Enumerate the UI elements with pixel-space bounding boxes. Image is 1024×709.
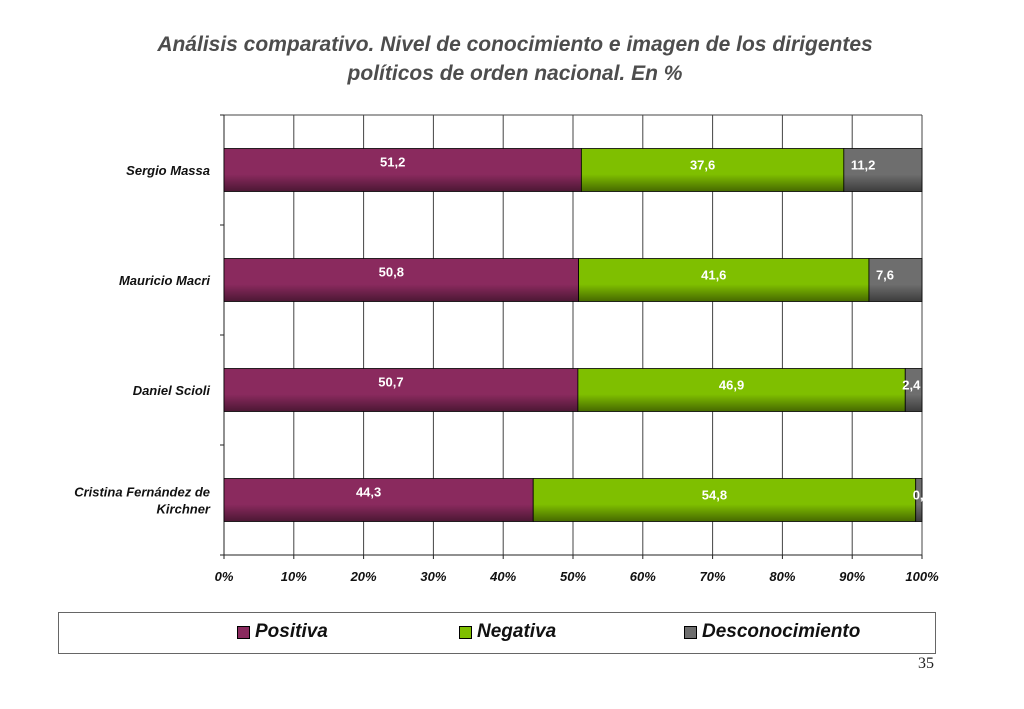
legend-label-desconocimiento: Desconocimiento	[702, 621, 861, 642]
data-label-negativa: 54,8	[702, 488, 727, 503]
data-label-negativa: 41,6	[701, 268, 726, 283]
data-label-desconocimiento: 11,2	[851, 158, 876, 173]
bar-shade-desconocimiento	[868, 258, 922, 302]
legend-swatch-desconocimiento	[684, 625, 697, 639]
legend-label-negativa: Negativa	[477, 621, 557, 642]
category-label: Daniel Scioli	[133, 383, 211, 398]
data-label-negativa: 46,9	[719, 378, 744, 393]
x-tick-label: 40%	[489, 569, 516, 584]
category-label: Sergio Massa	[126, 163, 210, 178]
bar-shade-desconocimiento	[905, 368, 922, 412]
category-label: Cristina Fernández de	[74, 485, 210, 500]
data-label-positiva: 50,8	[379, 265, 404, 280]
bar-shade-desconocimiento	[915, 478, 922, 522]
category-label: Kirchner	[157, 502, 211, 517]
x-tick-label: 30%	[420, 569, 446, 584]
x-tick-label: 60%	[630, 569, 656, 584]
x-tick-label: 10%	[281, 569, 307, 584]
x-tick-label: 20%	[350, 569, 377, 584]
data-label-positiva: 51,2	[380, 155, 405, 170]
x-tick-label: 80%	[769, 569, 795, 584]
legend-item-positiva: Positiva	[237, 621, 328, 643]
bar-shade-negativa	[577, 368, 906, 412]
category-label: Mauricio Macri	[119, 273, 210, 288]
bar-chart: 0% 10% 20% 30% 40% 50% 60% 70% 80% 90% 100% 51,2 37,…	[74, 114, 939, 584]
legend-item-negativa: Negativa	[459, 621, 556, 643]
page-number: 35	[918, 655, 934, 672]
legend-item-desconocimiento: Desconocimiento	[684, 621, 860, 643]
x-tick-label: 90%	[839, 569, 865, 584]
bar-shade-negativa	[581, 148, 844, 192]
bar-shade-positiva	[224, 478, 534, 522]
data-label-positiva: 50,7	[378, 375, 403, 390]
bar-shade-negativa	[533, 478, 916, 522]
x-tick-label: 50%	[560, 569, 586, 584]
bar-shade-negativa	[578, 258, 869, 302]
x-tick-label: 0%	[215, 569, 234, 584]
x-tick-label: 70%	[700, 569, 726, 584]
bar-shade-positiva	[224, 258, 579, 302]
data-label-negativa: 37,6	[690, 158, 715, 173]
legend: Positiva Negativa Desconocimiento	[58, 612, 936, 654]
bar-shade-positiva	[224, 148, 582, 192]
legend-swatch-negativa	[459, 625, 472, 639]
chart-title-line1: Análisis comparativo. Nivel de conocimie…	[157, 33, 873, 56]
data-label-desconocimiento: 0,9	[913, 488, 931, 503]
chart-title: Análisis comparativo. Nivel de conocimie…	[60, 30, 970, 88]
bar-shade-desconocimiento	[843, 148, 922, 192]
data-label-desconocimiento: 2,4	[902, 378, 921, 393]
chart-title-line2: políticos de orden nacional. En %	[347, 62, 683, 85]
data-label-positiva: 44,3	[356, 485, 381, 500]
data-label-desconocimiento: 7,6	[876, 268, 894, 283]
legend-swatch-positiva	[237, 625, 250, 639]
bar-shade-positiva	[224, 368, 578, 412]
x-tick-label: 100%	[905, 569, 939, 584]
legend-label-positiva: Positiva	[255, 621, 328, 642]
